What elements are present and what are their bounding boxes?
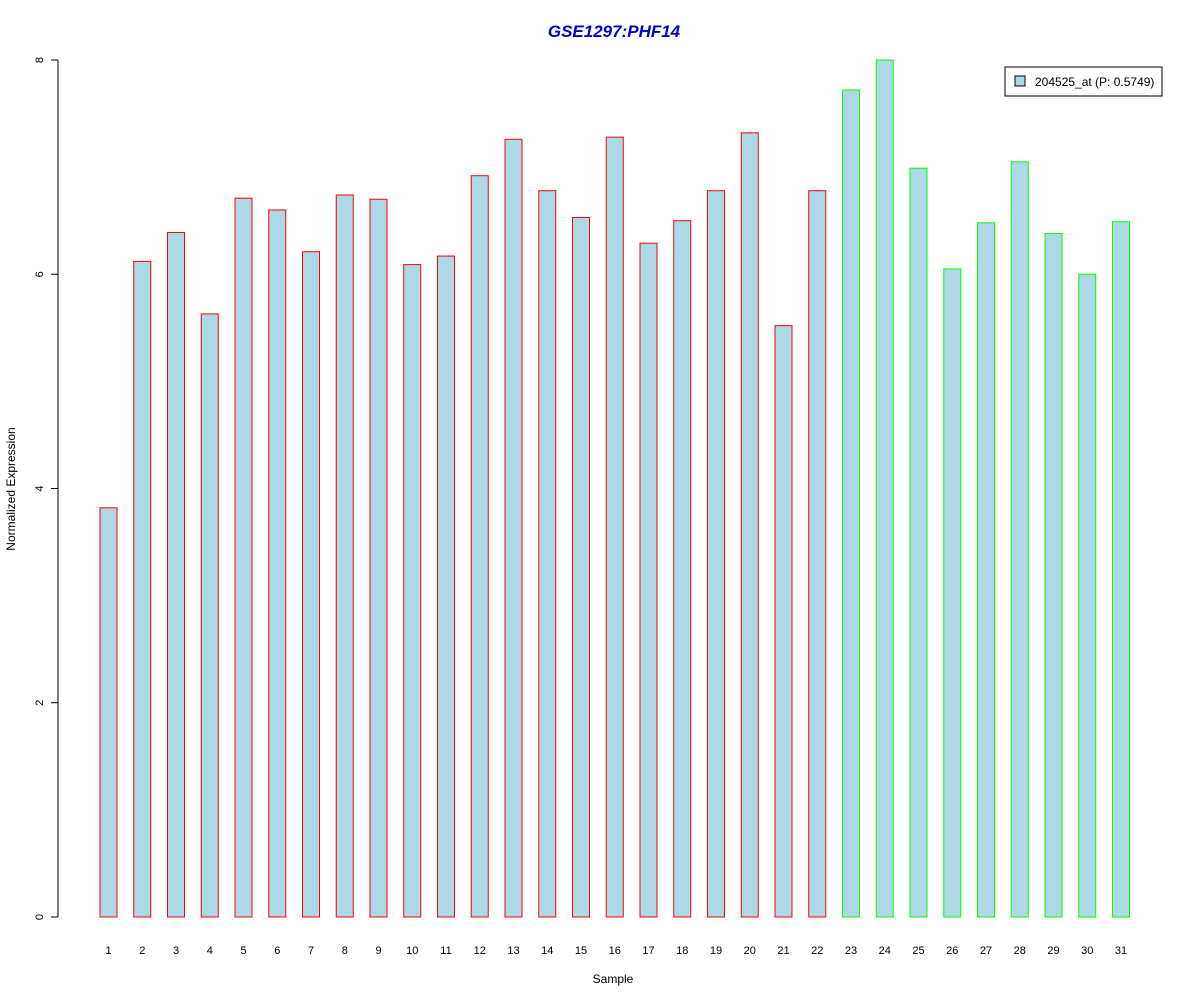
bar-sample-19 bbox=[707, 190, 725, 918]
x-tick-label: 6 bbox=[274, 945, 280, 957]
bar-sample-25 bbox=[909, 167, 928, 918]
legend-swatch bbox=[1014, 75, 1026, 87]
x-tick-label: 23 bbox=[845, 945, 857, 957]
x-tick-label: 5 bbox=[240, 945, 246, 957]
bar-sample-10 bbox=[403, 264, 422, 918]
bar-sample-21 bbox=[774, 325, 793, 918]
x-tick-label: 17 bbox=[642, 945, 654, 957]
x-tick-label: 24 bbox=[879, 945, 891, 957]
y-axis-label: Normalized Expression bbox=[4, 427, 18, 550]
chart-title: GSE1297:PHF14 bbox=[548, 22, 681, 41]
bar-sample-15 bbox=[572, 216, 590, 918]
x-tick-label: 10 bbox=[406, 945, 418, 957]
bar-sample-11 bbox=[437, 255, 455, 918]
x-tick-label: 30 bbox=[1081, 945, 1093, 957]
x-tick-label: 20 bbox=[744, 945, 756, 957]
y-axis: 0 2 4 6 8 bbox=[34, 57, 59, 920]
bar-sample-1 bbox=[99, 507, 118, 918]
bar-sample-18 bbox=[673, 220, 692, 918]
x-tick-label: 29 bbox=[1047, 945, 1059, 957]
x-axis-label: Sample bbox=[593, 972, 634, 986]
x-tick-label: 8 bbox=[342, 945, 348, 957]
x-tick-label: 11 bbox=[440, 945, 451, 957]
bar-sample-6 bbox=[268, 209, 287, 918]
x-tick-label: 31 bbox=[1115, 945, 1127, 957]
bar-sample-2 bbox=[133, 260, 152, 918]
x-tick-label: 26 bbox=[946, 945, 958, 957]
x-tick-label: 21 bbox=[777, 945, 789, 957]
bar-sample-26 bbox=[943, 268, 962, 918]
x-tick-label: 16 bbox=[609, 945, 621, 957]
x-tick-label: 14 bbox=[541, 945, 553, 957]
x-tick-label: 22 bbox=[811, 945, 823, 957]
bar-sample-13 bbox=[504, 138, 523, 918]
y-tick-label: 8 bbox=[34, 57, 46, 63]
x-tick-label: 27 bbox=[980, 945, 992, 957]
bar-sample-20 bbox=[740, 132, 759, 918]
bar-sample-27 bbox=[977, 222, 995, 918]
x-tick-label: 3 bbox=[173, 945, 179, 957]
bar-sample-22 bbox=[808, 190, 827, 918]
x-tick-label: 13 bbox=[507, 945, 519, 957]
x-tick-label: 15 bbox=[575, 945, 587, 957]
x-tick-label: 7 bbox=[308, 945, 314, 957]
y-tick-label: 2 bbox=[34, 700, 46, 706]
bar-sample-3 bbox=[167, 231, 185, 918]
x-tick-label: 9 bbox=[375, 945, 381, 957]
x-tick-label: 19 bbox=[710, 945, 722, 957]
bars bbox=[99, 59, 1130, 918]
bar-sample-12 bbox=[470, 175, 489, 918]
legend: 204525_at (P: 0.5749) bbox=[1004, 66, 1163, 97]
x-tick-label: 4 bbox=[207, 945, 213, 957]
bar-sample-14 bbox=[538, 190, 557, 918]
x-tick-labels: 1 2 3 4 5 6 7 8 9 10 11 12 13 14 15 16 17 18 19 20 21 22 23 24 2… bbox=[105, 945, 1127, 957]
x-tick-label: 28 bbox=[1014, 945, 1026, 957]
x-tick-label: 18 bbox=[676, 945, 688, 957]
bar-sample-7 bbox=[302, 251, 320, 918]
x-tick-label: 2 bbox=[139, 945, 145, 957]
legend-label: 204525_at (P: 0.5749) bbox=[1035, 75, 1154, 89]
bar-sample-16 bbox=[605, 136, 624, 918]
y-tick-label: 4 bbox=[34, 485, 46, 491]
bar-sample-8 bbox=[335, 194, 354, 918]
bar-sample-30 bbox=[1078, 273, 1097, 918]
y-tick-label: 6 bbox=[34, 271, 46, 277]
bar-sample-5 bbox=[234, 197, 253, 918]
x-tick-label: 1 bbox=[105, 945, 111, 957]
legend-box bbox=[1004, 66, 1163, 97]
x-tick-label: 12 bbox=[474, 945, 486, 957]
y-tick-label: 0 bbox=[34, 914, 46, 920]
bar-sample-23 bbox=[842, 89, 860, 918]
x-tick-label: 25 bbox=[912, 945, 924, 957]
bar-sample-17 bbox=[639, 242, 658, 918]
bar-sample-4 bbox=[200, 313, 219, 918]
bar-sample-28 bbox=[1010, 161, 1029, 918]
bar-sample-31 bbox=[1112, 221, 1130, 918]
bar-sample-9 bbox=[369, 198, 388, 918]
bar-sample-24 bbox=[875, 59, 894, 918]
bar-sample-29 bbox=[1044, 233, 1063, 918]
